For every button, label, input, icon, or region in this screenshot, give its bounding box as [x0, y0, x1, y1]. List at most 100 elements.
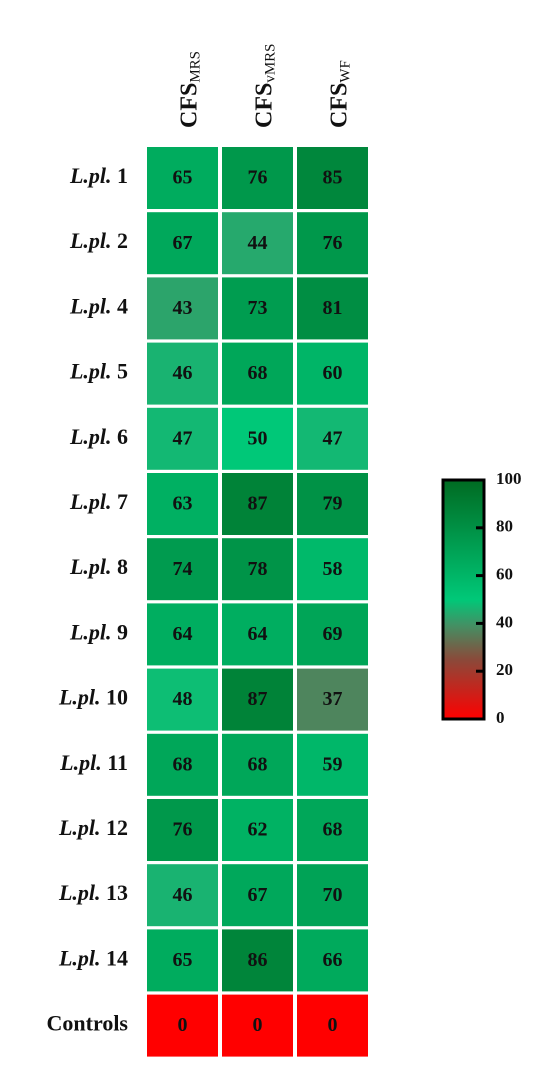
row-label-number: 10	[101, 685, 129, 710]
row-label-number: 14	[101, 945, 129, 970]
cell-label: 85	[323, 167, 343, 189]
column-subscript: MRS	[188, 51, 204, 83]
cell-label: 67	[173, 232, 193, 254]
cell-label: 47	[173, 427, 193, 449]
colorbar-tick-label: 20	[496, 660, 513, 679]
column-label: CFS	[251, 83, 277, 128]
row-label: L.pl. 14	[58, 945, 128, 970]
row-label-number: 1	[112, 163, 129, 188]
heatmap-cell	[147, 929, 218, 992]
heatmap-cell	[147, 538, 218, 601]
heatmap-cell	[222, 994, 293, 1057]
heatmap-cell	[147, 799, 218, 861]
row-label-number: 8	[112, 554, 129, 579]
row-label: Controls	[47, 1011, 129, 1036]
heatmap-cell	[297, 147, 368, 209]
colorbar-tick-label: 40	[496, 612, 513, 631]
cell-label: 64	[248, 623, 268, 645]
cell-label: 62	[248, 819, 268, 841]
cell-label: 68	[173, 753, 193, 775]
column-header-text: CFSMRS	[176, 51, 204, 128]
heatmap-cell	[147, 277, 218, 340]
heatmap-cell	[222, 603, 293, 666]
row-label-italic: L.pl.	[59, 750, 102, 775]
cell-label: 60	[323, 362, 343, 384]
cell-label: 73	[248, 297, 268, 319]
cell-label: 87	[248, 493, 268, 515]
column-header: CFSMRS	[176, 51, 204, 128]
row-label-italic: L.pl.	[69, 359, 112, 384]
heatmap-cell	[297, 473, 368, 535]
row-label-italic: L.pl.	[58, 945, 101, 970]
heatmap-cell	[147, 733, 218, 796]
cell-label: 63	[173, 493, 193, 515]
row-label: L.pl. 5	[69, 359, 128, 384]
cell-label: 37	[323, 688, 343, 710]
colorbar	[441, 478, 486, 721]
heatmap-cell	[222, 147, 293, 209]
heatmap-cell	[222, 668, 293, 731]
row-label-italic: L.pl.	[58, 815, 101, 840]
cell-label: 43	[173, 297, 193, 319]
row-label-number: 7	[112, 489, 129, 514]
row-label: L.pl. 13	[58, 880, 128, 905]
column-header: CFSvMRS	[251, 43, 279, 128]
cell-label: 47	[323, 427, 343, 449]
cell-label: 46	[173, 884, 193, 906]
heatmap-cell	[222, 733, 293, 796]
heatmap-cell	[222, 342, 293, 405]
heatmap-cell	[222, 929, 293, 992]
row-label: L.pl. 7	[69, 489, 128, 514]
row-label: L.pl. 6	[69, 424, 128, 449]
heatmap-cell	[222, 212, 293, 275]
column-header-text: CFSvMRS	[251, 43, 279, 128]
colorbar-tick-label: 60	[496, 565, 513, 584]
cell-label: 76	[323, 232, 343, 254]
heatmap-cell	[297, 603, 368, 666]
heatmap-cell	[147, 147, 218, 209]
cell-label: 74	[173, 558, 193, 580]
cell-label: 76	[248, 167, 268, 189]
row-label-number: 9	[112, 619, 129, 644]
row-label-number: 6	[112, 424, 129, 449]
heatmap-cell	[222, 277, 293, 340]
column-header: CFSWF	[326, 60, 354, 128]
row-label-italic: L.pl.	[69, 619, 112, 644]
row-label-italic: L.pl.	[69, 228, 112, 253]
cell-label: 68	[248, 362, 268, 384]
heatmap-cell	[147, 603, 218, 666]
column-subscript: WF	[338, 60, 354, 83]
heatmap-cell	[222, 538, 293, 601]
cell-label: 86	[248, 949, 268, 971]
cell-label: 87	[248, 688, 268, 710]
cell-label: 81	[323, 297, 343, 319]
cell-label: 68	[323, 819, 343, 841]
heatmap-cell	[297, 864, 368, 927]
row-label-number: 12	[101, 815, 129, 840]
heatmap-cell	[297, 538, 368, 601]
column-label: CFS	[326, 83, 352, 128]
heatmap-cell	[297, 277, 368, 340]
row-label: L.pl. 1	[69, 163, 128, 188]
heatmap-cell	[222, 864, 293, 927]
heatmap-cell	[297, 212, 368, 275]
heatmap-cell	[222, 799, 293, 861]
heatmap-cell	[222, 473, 293, 535]
cell-label: 79	[323, 493, 343, 515]
cell-label: 67	[248, 884, 268, 906]
row-label-italic: L.pl.	[69, 293, 112, 318]
row-label-italic: L.pl.	[69, 489, 112, 514]
row-label-italic: L.pl.	[58, 685, 101, 710]
cell-label: 0	[178, 1014, 188, 1036]
row-label-italic: L.pl.	[69, 554, 112, 579]
cell-label: 64	[173, 623, 193, 645]
row-label-number: 11	[102, 750, 128, 775]
colorbar-tick-label: 100	[496, 469, 522, 488]
row-label: L.pl. 12	[58, 815, 128, 840]
cell-label: 59	[323, 753, 343, 775]
column-label: CFS	[176, 83, 202, 128]
heatmap-cell	[147, 994, 218, 1057]
heatmap-cell	[147, 864, 218, 927]
colorbar-tick-label: 0	[496, 708, 505, 727]
